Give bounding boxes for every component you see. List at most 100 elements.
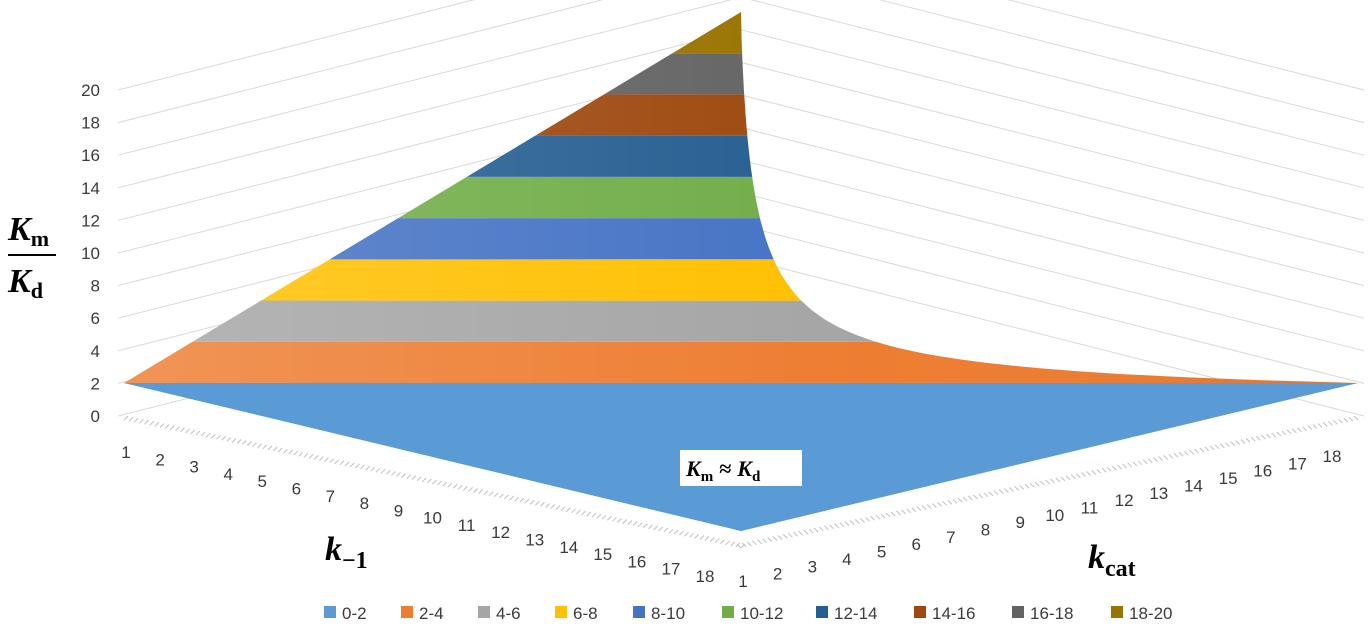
x-tick-15: 15 [593,545,612,564]
z-tick-18: 18 [81,114,100,133]
svg-text:Km: Km [7,211,49,251]
legend-item-10-12: 10-12 [722,604,783,623]
right-floor-edge [736,415,1359,549]
legend-item-18-20: 18-20 [1111,604,1172,623]
x-label-main: k [325,531,342,568]
surface-sheen [124,12,1358,383]
legend-swatch [401,606,413,618]
z-tick-12: 12 [81,211,100,230]
gridline-right-14 [740,29,1365,189]
x-tick-17: 17 [661,560,680,579]
x-tick-8: 8 [360,494,369,513]
y-tick-14: 14 [1184,476,1203,495]
y-tick-18: 18 [1323,447,1342,466]
legend-swatch [478,606,490,618]
y-tick-17: 17 [1288,454,1307,473]
y-tick-16: 16 [1253,462,1272,481]
gridline-right-10 [740,94,1365,254]
z-label-num-sub: m [31,226,49,251]
legend-label: 8-10 [651,604,685,623]
annot-right-sub: d [752,469,761,485]
x-tick-5: 5 [257,472,266,491]
legend-swatch [816,606,828,618]
y-tick-12: 12 [1115,491,1134,510]
y-tick-6: 6 [911,535,920,554]
x-tick-1: 1 [121,443,130,462]
y-tick-13: 13 [1149,484,1168,503]
left-floor-edge [123,415,746,549]
x-tick-11: 11 [458,516,476,535]
z-tick-2: 2 [91,374,100,393]
y-tick-10: 10 [1045,506,1064,525]
z-label-num-main: K [7,211,33,248]
gridline-right-2 [740,224,1365,384]
legend-item-0-2: 0-2 [324,604,367,623]
legend-swatch [1111,606,1123,618]
annotation-box [680,450,802,486]
legend-swatch [722,606,734,618]
y-label-sub: cat [1105,556,1136,582]
z-axis-label: Km Kd [7,211,56,303]
z-tick-14: 14 [81,179,100,198]
x-tick-13: 13 [525,531,544,550]
y-tick-3: 3 [808,557,817,576]
svg-text:Kd: Kd [7,263,43,303]
gridline-right-8 [740,127,1365,287]
legend-label: 18-20 [1129,604,1172,623]
annot-left-sub: m [701,469,714,485]
legend-label: 14-16 [932,604,975,623]
y-tick-4: 4 [842,550,851,569]
legend-label: 2-4 [419,604,444,623]
legend-item-14-16: 14-16 [914,604,975,623]
x-tick-14: 14 [559,538,578,557]
legend-swatch [633,606,645,618]
y-tick-15: 15 [1219,469,1238,488]
x-tick-6: 6 [292,480,301,499]
annotation-km-approx-kd: Km ≈ Kd [680,450,802,486]
x-label-sub: −1 [342,548,368,574]
legend-swatch [555,606,567,618]
x-tick-10: 10 [423,509,442,528]
x-tick-16: 16 [627,552,646,571]
legend-item-16-18: 16-18 [1012,604,1073,623]
annot-approx: ≈ [719,456,731,481]
gridline-left-18 [117,0,604,124]
x-axis-ticks: 1 2 3 4 5 6 7 8 9 10 11 12 13 14 15 16 17 18 [121,443,714,586]
x-tick-18: 18 [696,567,715,586]
z-label-den-sub: d [31,278,43,303]
y-tick-8: 8 [981,521,990,540]
gridline-left-20 [117,0,475,91]
legend-item-6-8: 6-8 [555,604,598,623]
gridline-right-4 [740,192,1365,352]
z-tick-4: 4 [91,342,100,361]
legend-label: 6-8 [573,604,598,623]
gridline-right-12 [740,61,1365,221]
z-tick-0: 0 [91,407,100,426]
y-tick-2: 2 [773,565,782,584]
legend-label: 16-18 [1030,604,1073,623]
legend-swatch [1012,606,1024,618]
svg-text:Km≈Kd: Km ≈ Kd [685,456,761,485]
y-label-main: k [1088,539,1105,576]
y-axis-label: kcat [1088,539,1136,582]
legend-label: 12-14 [834,604,877,623]
legend-item-2-4: 2-4 [401,604,444,623]
gridline-right-18 [878,0,1365,124]
legend-label: 0-2 [342,604,367,623]
y-tick-11: 11 [1081,499,1099,518]
x-tick-2: 2 [155,450,164,469]
gridline-right-6 [740,159,1365,319]
z-tick-10: 10 [81,244,100,263]
legend-item-4-6: 4-6 [478,604,521,623]
x-tick-7: 7 [326,487,335,506]
legend-label: 10-12 [740,604,783,623]
y-tick-1: 1 [738,572,747,591]
x-tick-3: 3 [189,458,198,477]
y-axis-ticks: 1 2 3 4 5 6 7 8 9 10 11 12 13 14 15 16 17 18 [738,447,1341,591]
x-tick-4: 4 [223,465,232,484]
z-tick-6: 6 [91,309,100,328]
annot-left-main: K [685,456,702,481]
x-tick-12: 12 [491,523,510,542]
legend: 0-2 2-4 4-6 6-8 8-10 10-12 12-14 14-16 16-18 18-2… [324,604,1172,623]
z-tick-16: 16 [81,146,100,165]
